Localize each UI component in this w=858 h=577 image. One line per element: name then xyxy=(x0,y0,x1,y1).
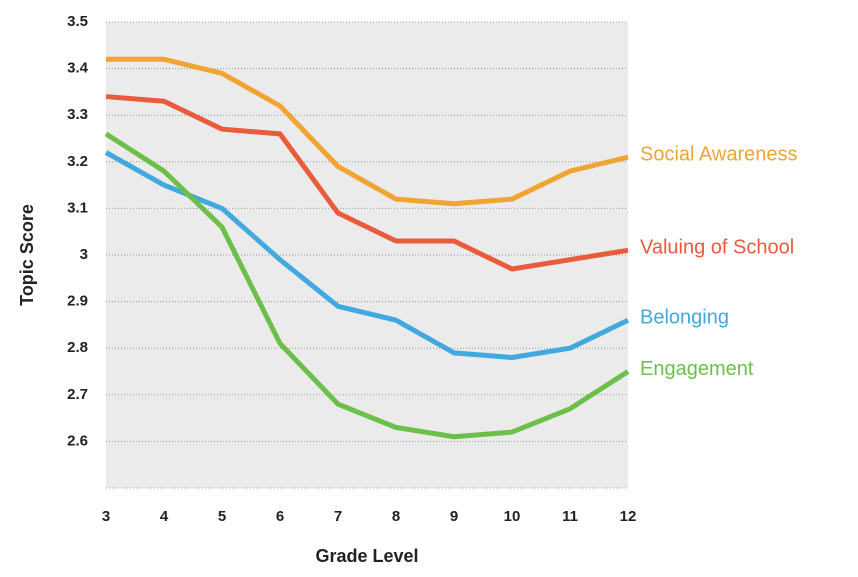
series-line xyxy=(105,94,629,272)
y-tick-label: 2.8 xyxy=(67,339,88,356)
series-label: Social Awareness xyxy=(640,143,798,165)
x-tick-label: 3 xyxy=(102,508,110,525)
series-label: Belonging xyxy=(640,307,729,329)
x-tick-label: 5 xyxy=(218,508,226,525)
series-line xyxy=(104,131,630,440)
y-tick-label: 3.4 xyxy=(67,60,89,77)
y-tick-label: 2.9 xyxy=(67,293,88,310)
x-tick-label: 7 xyxy=(334,508,342,525)
y-tick-label: 2.7 xyxy=(67,386,88,403)
x-tick-label: 10 xyxy=(504,508,521,525)
y-tick-label: 3.3 xyxy=(67,106,88,123)
y-tick-label: 3.5 xyxy=(67,13,88,30)
y-tick-label: 3.2 xyxy=(67,153,88,170)
x-tick-label: 8 xyxy=(392,508,400,525)
series-line xyxy=(106,56,629,207)
x-axis-title: Grade Level xyxy=(315,546,418,566)
y-tick-label: 3.1 xyxy=(67,199,88,216)
series-label: Engagement xyxy=(640,358,754,380)
x-tick-label: 4 xyxy=(160,508,169,525)
x-tick-label: 11 xyxy=(562,508,578,525)
x-tick-label: 9 xyxy=(450,508,458,525)
x-tick-label: 6 xyxy=(276,508,284,525)
y-tick-label: 2.6 xyxy=(67,432,88,449)
x-tick-label: 12 xyxy=(620,508,637,525)
series-label: Valuing of School xyxy=(640,237,794,259)
y-tick-label: 3 xyxy=(80,246,88,263)
y-axis-title: Topic Score xyxy=(17,204,37,306)
